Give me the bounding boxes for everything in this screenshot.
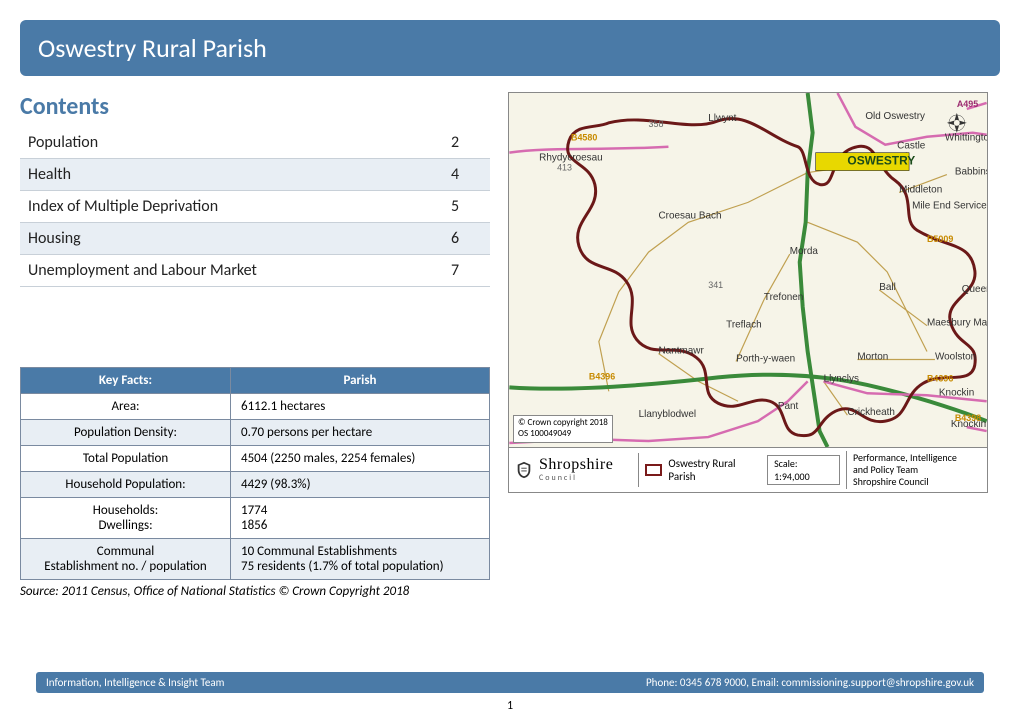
council-sub: Council <box>539 473 613 483</box>
copyright-line2: OS 100049049 <box>518 429 608 440</box>
contents-heading: Contents <box>20 92 490 121</box>
svg-text:Llynclys: Llynclys <box>824 373 859 384</box>
svg-text:358: 358 <box>649 119 664 129</box>
keyfacts-label: Population Density: <box>21 420 231 446</box>
contents-row: Housing6 <box>20 223 490 255</box>
keyfacts-value: 1774 1856 <box>231 498 490 539</box>
svg-text:A495: A495 <box>957 99 978 109</box>
svg-text:Old Oswestry: Old Oswestry <box>865 111 925 122</box>
svg-text:Morda: Morda <box>790 246 819 257</box>
map-box: Llwynt Old Oswestry Whittington OSWESTRY Cas… <box>508 92 988 448</box>
keyfacts-label: Total Population <box>21 446 231 472</box>
legend-label: Oswestry Rural Parish <box>668 457 761 483</box>
contents-row: Index of Multiple Deprivation5 <box>20 191 490 223</box>
shield-icon <box>515 461 533 479</box>
keyfacts-value: 0.70 persons per hectare <box>231 420 490 446</box>
svg-text:Castle: Castle <box>897 141 926 152</box>
team-line3: Shropshire Council <box>853 476 981 488</box>
keyfacts-label: Communal Establishment no. / population <box>21 539 231 580</box>
contents-label: Health <box>20 159 420 191</box>
contents-page: 2 <box>420 127 490 159</box>
keyfacts-value: 4504 (2250 males, 2254 females) <box>231 446 490 472</box>
svg-text:Mile End Services: Mile End Services <box>912 200 987 211</box>
map-svg: Llwynt Old Oswestry Whittington OSWESTRY Cas… <box>509 93 987 447</box>
svg-text:B4398: B4398 <box>955 413 981 423</box>
svg-text:Ball: Ball <box>879 282 896 293</box>
contents-label: Index of Multiple Deprivation <box>20 191 420 223</box>
keyfacts-row: Area:6112.1 hectares <box>21 394 490 420</box>
contents-label: Population <box>20 127 420 159</box>
contents-table: Population2Health4Index of Multiple Depr… <box>20 127 490 287</box>
svg-text:B4396: B4396 <box>589 371 615 381</box>
svg-text:B5009: B5009 <box>927 234 953 244</box>
contents-row: Unemployment and Labour Market7 <box>20 255 490 287</box>
boundary-swatch <box>645 464 662 476</box>
footer-bar: Information, Intelligence & Insight Team… <box>36 672 984 693</box>
contents-row: Population2 <box>20 127 490 159</box>
svg-text:OSWESTRY: OSWESTRY <box>847 154 915 168</box>
svg-text:341: 341 <box>708 280 723 290</box>
map-scale: Scale: 1:94,000 <box>767 455 840 485</box>
svg-text:Morton: Morton <box>857 351 888 362</box>
svg-text:B4396: B4396 <box>927 373 953 383</box>
svg-text:Nantmawr: Nantmawr <box>659 346 705 357</box>
keyfacts-label: Household Population: <box>21 472 231 498</box>
svg-text:Trefonen: Trefonen <box>764 292 803 303</box>
svg-text:Whittington: Whittington <box>945 133 987 144</box>
svg-text:Croesau Bach: Croesau Bach <box>659 210 722 221</box>
contents-label: Housing <box>20 223 420 255</box>
keyfacts-value: 6112.1 hectares <box>231 394 490 420</box>
legend-cell: Oswestry Rural Parish Scale: 1:94,000 <box>639 451 847 489</box>
contents-page: 7 <box>420 255 490 287</box>
svg-text:Knockin: Knockin <box>939 387 974 398</box>
team-cell: Performance, Intelligence and Policy Tea… <box>847 448 987 492</box>
contents-page: 6 <box>420 223 490 255</box>
contents-page: 5 <box>420 191 490 223</box>
keyfacts-value: 4429 (98.3%) <box>231 472 490 498</box>
contents-row: Health4 <box>20 159 490 191</box>
keyfacts-header-right: Parish <box>231 368 490 394</box>
keyfacts-row: Population Density:0.70 persons per hect… <box>21 420 490 446</box>
left-column: Contents Population2Health4Index of Mult… <box>20 92 490 599</box>
svg-text:Llanyblodwel: Llanyblodwel <box>639 409 696 420</box>
svg-text:Porth-y-waen: Porth-y-waen <box>736 353 795 364</box>
page-number: 1 <box>0 699 1020 713</box>
svg-text:413: 413 <box>557 163 572 173</box>
svg-text:Treflach: Treflach <box>726 320 762 331</box>
svg-text:Llwynt: Llwynt <box>708 113 736 124</box>
council-logo-cell: Shropshire Council <box>509 453 639 487</box>
keyfacts-label: Area: <box>21 394 231 420</box>
keyfacts-header-left: Key Facts: <box>21 368 231 394</box>
keyfacts-row: Households: Dwellings:1774 1856 <box>21 498 490 539</box>
svg-text:Middleton: Middleton <box>899 184 942 195</box>
svg-text:Queen's Head: Queen's Head <box>962 284 987 295</box>
svg-text:Maesbury Marsh: Maesbury Marsh <box>927 318 987 329</box>
map-copyright: © Crown copyright 2018 OS 100049049 <box>513 415 613 443</box>
svg-text:Babbinswood: Babbinswood <box>955 167 987 178</box>
footer-right: Phone: 0345 678 9000, Email: commissioni… <box>646 676 974 689</box>
svg-text:Crickheath: Crickheath <box>847 407 895 418</box>
main-layout: Contents Population2Health4Index of Mult… <box>20 92 1000 599</box>
svg-text:B4580: B4580 <box>571 133 597 143</box>
keyfacts-table: Key Facts: Parish Area:6112.1 hectaresPo… <box>20 367 490 580</box>
keyfacts-value: 10 Communal Establishments 75 residents … <box>231 539 490 580</box>
keyfacts-row: Household Population:4429 (98.3%) <box>21 472 490 498</box>
keyfacts-label: Households: Dwellings: <box>21 498 231 539</box>
footer-left: Information, Intelligence & Insight Team <box>46 676 224 689</box>
right-column: Llwynt Old Oswestry Whittington OSWESTRY Cas… <box>508 92 988 599</box>
contents-page: 4 <box>420 159 490 191</box>
map-attribution-bar: Shropshire Council Oswestry Rural Parish… <box>508 448 988 493</box>
keyfacts-row: Communal Establishment no. / population1… <box>21 539 490 580</box>
contents-label: Unemployment and Labour Market <box>20 255 420 287</box>
svg-text:Pant: Pant <box>778 401 799 412</box>
page-title-bar: Oswestry Rural Parish <box>20 20 1000 76</box>
page-title: Oswestry Rural Parish <box>38 32 267 64</box>
keyfacts-source: Source: 2011 Census, Office of National … <box>20 584 490 599</box>
council-name: Shropshire <box>539 457 613 473</box>
svg-text:Woolston: Woolston <box>935 351 976 362</box>
keyfacts-row: Total Population4504 (2250 males, 2254 f… <box>21 446 490 472</box>
